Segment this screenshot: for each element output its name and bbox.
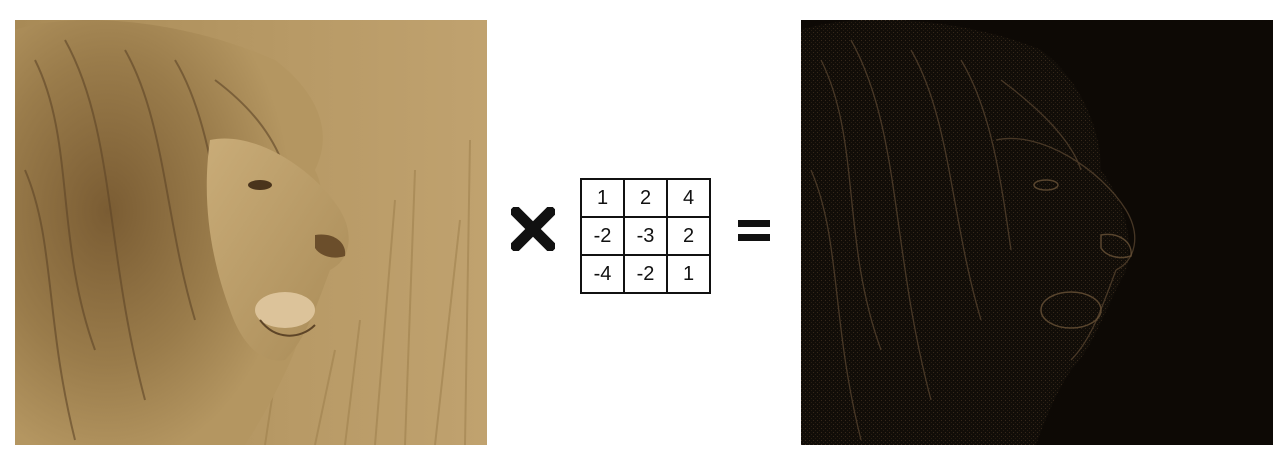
kernel-cell: 1	[666, 254, 711, 294]
feature-map-icon	[801, 20, 1273, 445]
kernel-row: -4 -2 1	[580, 254, 711, 294]
lion-photo-icon	[15, 20, 487, 445]
kernel-cell: 4	[666, 178, 711, 218]
equals-bar-top	[738, 220, 770, 227]
kernel-cell: 1	[580, 178, 625, 218]
kernel-row: -2 -3 2	[580, 216, 711, 256]
kernel-cell: -2	[623, 254, 668, 294]
output-image	[801, 20, 1273, 445]
kernel-row: 1 2 4	[580, 178, 711, 218]
kernel-cell: -3	[623, 216, 668, 256]
kernel-cell: -2	[580, 216, 625, 256]
convolution-kernel: 1 2 4 -2 -3 2 -4 -2 1	[580, 178, 711, 294]
equals-bar-bottom	[738, 234, 770, 241]
equals-icon	[738, 220, 770, 244]
input-image	[15, 20, 487, 445]
kernel-cell: 2	[623, 178, 668, 218]
kernel-cell: 2	[666, 216, 711, 256]
multiply-icon	[511, 207, 555, 251]
kernel-cell: -4	[580, 254, 625, 294]
